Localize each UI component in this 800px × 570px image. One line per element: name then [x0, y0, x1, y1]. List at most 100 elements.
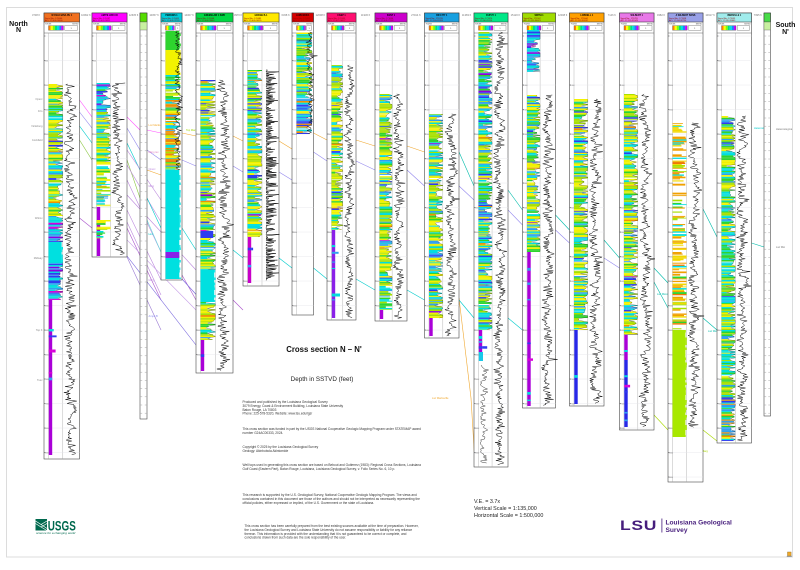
svg-text:API: 17-110-29110: API: 17-110-29110 — [475, 19, 493, 22]
svg-text:7000: 7000 — [523, 379, 527, 381]
svg-text:4500: 4500 — [162, 256, 166, 258]
svg-text:3000: 3000 — [669, 183, 673, 185]
svg-text:W FELICIANA PH 1: W FELICIANA PH 1 — [51, 14, 72, 17]
svg-text:7500: 7500 — [475, 403, 479, 405]
svg-text:KENT 1: KENT 1 — [387, 15, 396, 17]
svg-text:6500: 6500 — [197, 354, 201, 356]
svg-text:2000: 2000 — [425, 134, 429, 136]
svg-text:5000: 5000 — [376, 281, 380, 283]
svg-text:2000: 2000 — [620, 134, 624, 136]
svg-text:500: 500 — [475, 60, 478, 62]
svg-text:Marg tex: Marg tex — [149, 150, 160, 154]
svg-text:7995 ft: 7995 ft — [754, 13, 762, 17]
svg-text:4000: 4000 — [328, 232, 332, 234]
svg-text:IBERVILLE 1: IBERVILLE 1 — [727, 15, 742, 17]
svg-text:3500: 3500 — [669, 207, 673, 209]
svg-text:Phone: 225-578-5320, Website:: Phone: 225-578-5320, Website: www.lsu.ed… — [243, 412, 313, 416]
svg-text:4500: 4500 — [523, 256, 527, 258]
svg-text:7000: 7000 — [475, 379, 479, 381]
svg-text:6338 ft: 6338 ft — [282, 13, 290, 17]
svg-text:TVDSS: TVDSS — [197, 24, 204, 26]
svg-text:2500: 2500 — [376, 158, 380, 160]
svg-text:5000: 5000 — [45, 281, 49, 283]
svg-text:8000: 8000 — [45, 428, 49, 430]
svg-text:3000: 3000 — [162, 183, 166, 185]
svg-text:2500: 2500 — [475, 158, 479, 160]
svg-text:8500: 8500 — [669, 452, 673, 454]
svg-text:5000: 5000 — [475, 281, 479, 283]
svg-text:1500: 1500 — [328, 109, 332, 111]
svg-text:South: South — [776, 22, 796, 29]
svg-text:1000: 1000 — [293, 85, 297, 87]
svg-text:5500: 5500 — [197, 305, 201, 307]
svg-text:SMITH 1: SMITH 1 — [534, 15, 544, 17]
svg-text:4500: 4500 — [293, 256, 297, 258]
svg-text:science for a changing world: science for a changing world — [36, 531, 75, 535]
svg-text:Survey: Survey — [666, 527, 688, 534]
svg-text:Lwr Marks: Lwr Marks — [149, 123, 162, 127]
svg-text:2500: 2500 — [293, 158, 297, 160]
svg-text:7146 ft: 7146 ft — [608, 13, 616, 17]
svg-text:7000: 7000 — [669, 379, 673, 381]
svg-text:6000: 6000 — [620, 330, 624, 332]
svg-text:500: 500 — [570, 60, 573, 62]
svg-text:API: 17-107-26377: API: 17-107-26377 — [328, 19, 346, 22]
svg-text:SSTVD: SSTVD — [597, 24, 604, 26]
svg-text:CD&P 1: CD&P 1 — [337, 15, 346, 17]
svg-text:4000: 4000 — [523, 232, 527, 234]
svg-text:Frio: Frio — [38, 109, 43, 113]
svg-text:1500: 1500 — [718, 109, 722, 111]
svg-text:3500: 3500 — [162, 207, 166, 209]
svg-text:4000: 4000 — [244, 232, 248, 234]
svg-text:3500: 3500 — [45, 207, 49, 209]
svg-text:500: 500 — [425, 60, 428, 62]
svg-text:2500: 2500 — [244, 158, 248, 160]
svg-text:3500: 3500 — [523, 207, 527, 209]
svg-text:4500: 4500 — [376, 256, 380, 258]
svg-text:3000: 3000 — [570, 183, 574, 185]
svg-text:6000: 6000 — [475, 330, 479, 332]
svg-text:3000: 3000 — [620, 183, 624, 185]
svg-text:1500: 1500 — [45, 109, 49, 111]
svg-text:1500: 1500 — [523, 109, 527, 111]
svg-text:5000: 5000 — [620, 281, 624, 283]
svg-text:SSTVD: SSTVD — [744, 24, 751, 26]
svg-text:Top K: Top K — [36, 328, 43, 332]
svg-text:4500: 4500 — [620, 256, 624, 258]
svg-text:5000: 5000 — [244, 281, 248, 283]
svg-text:SSTVD: SSTVD — [120, 24, 127, 26]
svg-text:API: 17-112-30932: API: 17-112-30932 — [571, 19, 589, 22]
svg-text:1000: 1000 — [620, 85, 624, 87]
svg-text:500: 500 — [620, 60, 623, 62]
svg-text:SSTVD: SSTVD — [272, 24, 279, 26]
svg-text:3500: 3500 — [293, 207, 297, 209]
svg-text:4000: 4000 — [45, 232, 49, 234]
svg-text:3500: 3500 — [570, 207, 574, 209]
svg-text:Lwr Mio: Lwr Mio — [708, 329, 718, 333]
svg-text:GREENLAW 1 SWD: GREENLAW 1 SWD — [204, 14, 226, 17]
svg-text:6000: 6000 — [425, 330, 429, 332]
svg-text:Het: Het — [149, 232, 153, 236]
svg-text:4000: 4000 — [425, 232, 429, 234]
svg-text:2000: 2000 — [718, 134, 722, 136]
svg-text:1000: 1000 — [475, 85, 479, 87]
svg-text:5000: 5000 — [425, 281, 429, 283]
svg-text:3000: 3000 — [425, 183, 429, 185]
svg-text:2000: 2000 — [293, 134, 297, 136]
svg-text:6500: 6500 — [570, 354, 574, 356]
svg-text:4500: 4500 — [669, 256, 673, 258]
svg-text:SSTVD: SSTVD — [647, 24, 654, 26]
svg-text:1500: 1500 — [475, 109, 479, 111]
svg-text:3500: 3500 — [718, 207, 722, 209]
svg-text:5500: 5500 — [475, 305, 479, 307]
svg-text:2000: 2000 — [570, 134, 574, 136]
svg-text:6500: 6500 — [669, 354, 673, 356]
svg-text:API: 17-104-23644: API: 17-104-23644 — [197, 19, 215, 22]
svg-text:7000: 7000 — [620, 379, 624, 381]
svg-text:1500: 1500 — [293, 109, 297, 111]
svg-text:V.E. = 3.7x: V.E. = 3.7x — [474, 499, 500, 505]
svg-text:7000: 7000 — [45, 379, 49, 381]
svg-text:5000: 5000 — [570, 281, 574, 283]
svg-text:TVDSS: TVDSS — [93, 24, 100, 26]
svg-text:1000: 1000 — [93, 85, 97, 87]
